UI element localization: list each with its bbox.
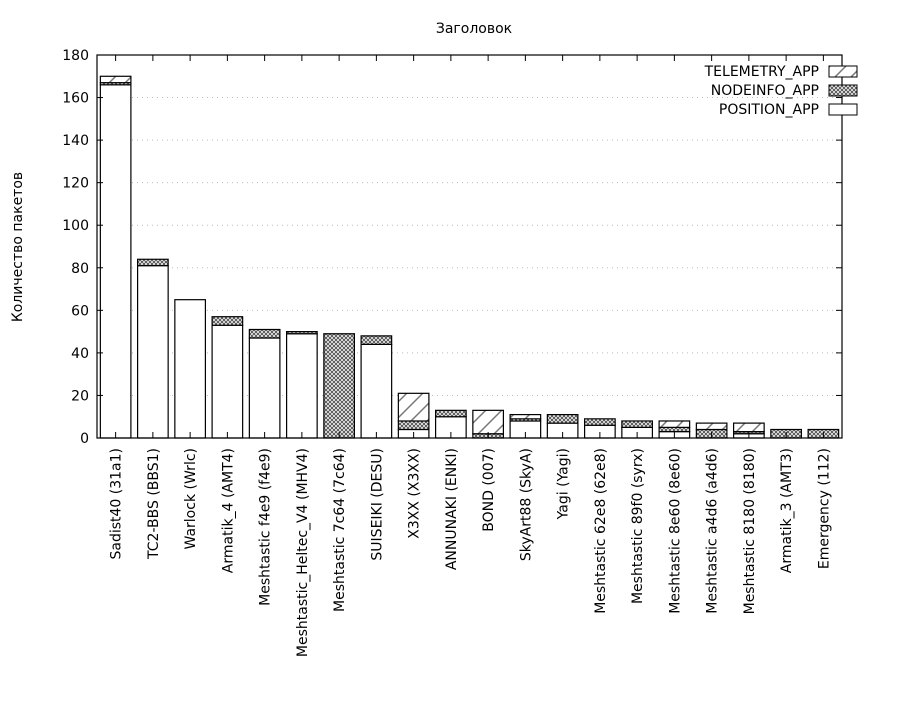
y-axis-label: Количество пакетов bbox=[10, 172, 26, 322]
y-tick-label: 140 bbox=[62, 133, 89, 149]
y-tick-label: 180 bbox=[62, 48, 89, 64]
bar-segment-telemetry-app bbox=[695, 422, 728, 431]
bar-segment-position-app bbox=[99, 84, 132, 439]
x-tick-label: SUISEIKI (DESU) bbox=[369, 448, 385, 561]
bar-segment-nodeinfo-app bbox=[435, 409, 467, 418]
bar-segment-nodeinfo-app bbox=[211, 316, 244, 326]
bar-segment-nodeinfo-app bbox=[397, 420, 430, 431]
y-tick-label: 80 bbox=[71, 261, 89, 277]
y-tick-label: 160 bbox=[62, 91, 89, 107]
bar-segment-nodeinfo-app bbox=[621, 420, 653, 428]
x-tick-label: Sadist40 (31a1) bbox=[109, 448, 125, 560]
bar-segment-telemetry-app bbox=[658, 420, 691, 428]
x-tick-label: Meshtastic f4e9 (f4e9) bbox=[258, 448, 274, 606]
bar-segment-position-app bbox=[360, 343, 393, 439]
x-tick-label: Meshtastic 8180 (8180) bbox=[742, 448, 758, 614]
bar-segment-position-app bbox=[248, 337, 281, 439]
bar-segment-nodeinfo-app bbox=[360, 335, 393, 345]
x-tick-label: BOND (007) bbox=[481, 448, 497, 532]
x-tick-label: Emergency (112) bbox=[816, 448, 832, 569]
x-tick-label: Meshtastic a4d6 (a4d6) bbox=[705, 448, 721, 614]
bar-segment-telemetry-app bbox=[397, 392, 430, 422]
bar-segment-nodeinfo-app bbox=[584, 418, 616, 426]
legend-swatch bbox=[828, 103, 858, 116]
legend-label: TELEMETRY_APP bbox=[704, 64, 819, 80]
x-tick-label: Meshtastic 62e8 (62e8) bbox=[593, 448, 609, 614]
x-tick-label: Meshtastic 89f0 (syrx) bbox=[630, 448, 646, 604]
bar-segment-telemetry-app bbox=[733, 422, 765, 433]
x-tick-label: ANNUNAKI (ENKI) bbox=[444, 448, 460, 570]
x-tick-label: Meshtastic 8e60 (8e60) bbox=[667, 448, 683, 614]
x-tick-label: Warlock (Wrlc) bbox=[183, 448, 199, 549]
bar-segment-nodeinfo-app bbox=[658, 426, 691, 433]
legend-label: NODEINFO_APP bbox=[711, 83, 819, 99]
x-tick-label: Meshtastic_Heltec_V4 (MHV4) bbox=[295, 448, 311, 657]
bar-segment-position-app bbox=[137, 265, 169, 439]
bar-segment-telemetry-app bbox=[99, 75, 132, 84]
chart-title: Заголовок bbox=[436, 21, 512, 37]
x-tick-label: TC2-BBS (BBS1) bbox=[146, 448, 162, 560]
bar-segment-nodeinfo-app bbox=[286, 331, 318, 335]
x-tick-label: Armatik_3 (AMT3) bbox=[779, 448, 795, 573]
bar-segment-nodeinfo-app bbox=[137, 258, 169, 267]
y-tick-label: 20 bbox=[71, 388, 89, 404]
bar-segment-position-app bbox=[211, 324, 244, 439]
x-tick-label: X3XX (X3XX) bbox=[407, 448, 423, 539]
x-tick-label: Meshtastic 7c64 (7c64) bbox=[332, 448, 348, 612]
bar-segment-position-app bbox=[286, 333, 318, 439]
bar-segment-nodeinfo-app bbox=[323, 333, 355, 439]
y-tick-label: 60 bbox=[71, 303, 89, 319]
y-tick-label: 0 bbox=[80, 431, 89, 447]
bar-segment-nodeinfo-app bbox=[546, 413, 579, 424]
x-tick-label: Armatik_4 (AMT4) bbox=[220, 448, 236, 573]
legend-swatch bbox=[828, 84, 858, 97]
bar-segment-telemetry-app bbox=[509, 413, 542, 420]
plot-frame bbox=[96, 54, 843, 439]
y-tick-label: 100 bbox=[62, 218, 89, 234]
legend: TELEMETRY_APP NODEINFO_APP POSITION_APP bbox=[704, 64, 858, 118]
bar-segment-telemetry-app bbox=[472, 409, 504, 435]
bar-segment-position-app bbox=[174, 299, 206, 439]
x-tick-label: Yagi (Yagi) bbox=[556, 448, 572, 520]
legend-swatch bbox=[828, 65, 858, 78]
bar-segment-nodeinfo-app bbox=[248, 328, 281, 339]
y-tick-label: 120 bbox=[62, 176, 89, 192]
x-tick-label: SkyArt88 (SkyA) bbox=[518, 448, 534, 561]
y-tick-label: 40 bbox=[71, 346, 89, 362]
legend-label: POSITION_APP bbox=[719, 102, 819, 118]
